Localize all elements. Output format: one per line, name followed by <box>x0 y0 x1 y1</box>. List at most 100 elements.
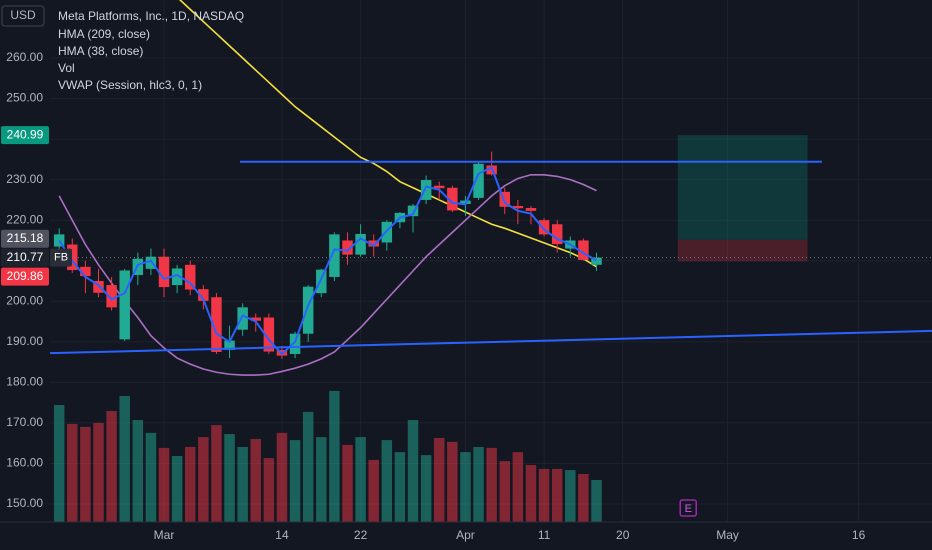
volume-bar <box>145 432 157 522</box>
candle-body <box>302 286 314 334</box>
candle-body <box>591 257 602 265</box>
last-price-label-box <box>1 248 49 267</box>
volume-bar <box>237 447 248 522</box>
volume-bar <box>211 425 222 522</box>
volume-bar <box>342 444 353 522</box>
target-label-box <box>1 126 49 145</box>
y-tick-label: 180.00 <box>6 375 43 389</box>
candle-body <box>433 185 445 189</box>
x-tick-label: Apr <box>456 528 475 542</box>
candle-body <box>316 269 327 294</box>
y-tick-label: 190.00 <box>6 334 43 348</box>
last-price-label: 210.77 <box>7 250 44 264</box>
candle-body <box>420 180 432 200</box>
earnings-marker <box>679 499 697 517</box>
volume-bar <box>525 465 537 522</box>
volume-bar <box>538 468 550 522</box>
candle-body <box>171 268 183 286</box>
volume-bar <box>250 438 261 522</box>
candle-body <box>80 266 91 277</box>
volume-bar <box>447 441 458 522</box>
volume-bar <box>499 461 511 522</box>
volume-bar <box>368 459 379 522</box>
volume-bar <box>407 420 419 522</box>
candle-body <box>447 187 458 211</box>
volume-bar <box>486 447 497 522</box>
volume-bar <box>591 480 602 522</box>
trend-line <box>50 329 932 355</box>
volume-bar <box>263 458 275 522</box>
volume-bar <box>565 470 576 522</box>
volume-bar <box>119 396 130 522</box>
volume-bar <box>460 452 471 522</box>
volume-bar <box>512 452 524 522</box>
volume-bar <box>53 405 65 522</box>
currency-box[interactable] <box>1 5 45 27</box>
volume-bar <box>433 438 445 522</box>
candle-body <box>119 270 130 340</box>
candle-body <box>407 205 419 217</box>
position-profit <box>677 135 808 240</box>
indicator-line <box>178 0 597 268</box>
volume-bar <box>302 411 314 522</box>
indicator-line <box>58 166 597 356</box>
volume-bar <box>381 440 393 522</box>
candle-body <box>578 240 589 260</box>
y-tick-label: 260.00 <box>6 50 43 64</box>
y-tick-label: 160.00 <box>6 456 43 470</box>
x-tick-label: 20 <box>616 528 630 542</box>
volume-bar <box>224 434 235 522</box>
symbol-box <box>50 248 72 267</box>
x-tick-label: 11 <box>538 528 551 542</box>
candle-body <box>237 307 248 330</box>
y-tick-label: 250.00 <box>6 91 43 105</box>
legend-item: HMA (38, close) <box>58 44 143 58</box>
legend-item: Vol <box>58 61 75 75</box>
y-tick-label: 150.00 <box>6 496 43 510</box>
candle-body <box>211 297 222 352</box>
candle-body <box>538 220 550 235</box>
volume-bar <box>355 437 366 522</box>
candle-body <box>67 244 78 271</box>
volume-bar <box>473 447 484 522</box>
candle-body <box>473 163 484 198</box>
candle-body <box>250 317 261 321</box>
volume-bar <box>132 420 144 522</box>
x-tick-label: 14 <box>275 528 289 542</box>
candle-body <box>368 240 379 247</box>
candle-body <box>512 206 524 209</box>
entry-label-box <box>1 229 49 248</box>
candle-body <box>551 224 563 245</box>
candle-body <box>145 256 157 269</box>
candle-body <box>93 281 104 293</box>
volume-bar <box>276 432 288 522</box>
candle-body <box>342 240 353 255</box>
volume-bar <box>184 447 196 522</box>
x-tick-label: May <box>716 528 739 542</box>
candle-body <box>158 256 170 288</box>
candle-body <box>525 208 537 211</box>
volume-bar <box>171 456 183 522</box>
y-tick-label: 230.00 <box>6 172 43 186</box>
candle-body <box>184 264 196 290</box>
volume-bar <box>158 447 170 522</box>
symbol-label: FB <box>54 252 68 264</box>
axes: 150.00 160.00 170.00 180.00 190.00 200.00 210.… <box>0 50 932 542</box>
entry-label: 215.18 <box>7 231 44 245</box>
legend-item: HMA (209, close) <box>58 27 150 41</box>
earnings-label: E <box>685 503 692 515</box>
volume-bar <box>198 437 209 522</box>
volume-bar <box>93 423 104 522</box>
volume-bar <box>578 474 589 522</box>
currency: USD <box>10 8 36 22</box>
position-loss <box>677 239 808 262</box>
stop-label-box <box>1 267 49 286</box>
candle-body <box>263 317 275 352</box>
volume-bar <box>80 426 91 522</box>
legend: USD Meta Platforms, Inc., 1D, NASDAQ HMA… <box>1 5 244 92</box>
volume-bar <box>551 468 563 522</box>
legend-item: VWAP (Session, hlc3, 0, 1) <box>58 78 202 92</box>
candle-body <box>329 234 340 277</box>
stop-label: 209.86 <box>7 269 44 283</box>
